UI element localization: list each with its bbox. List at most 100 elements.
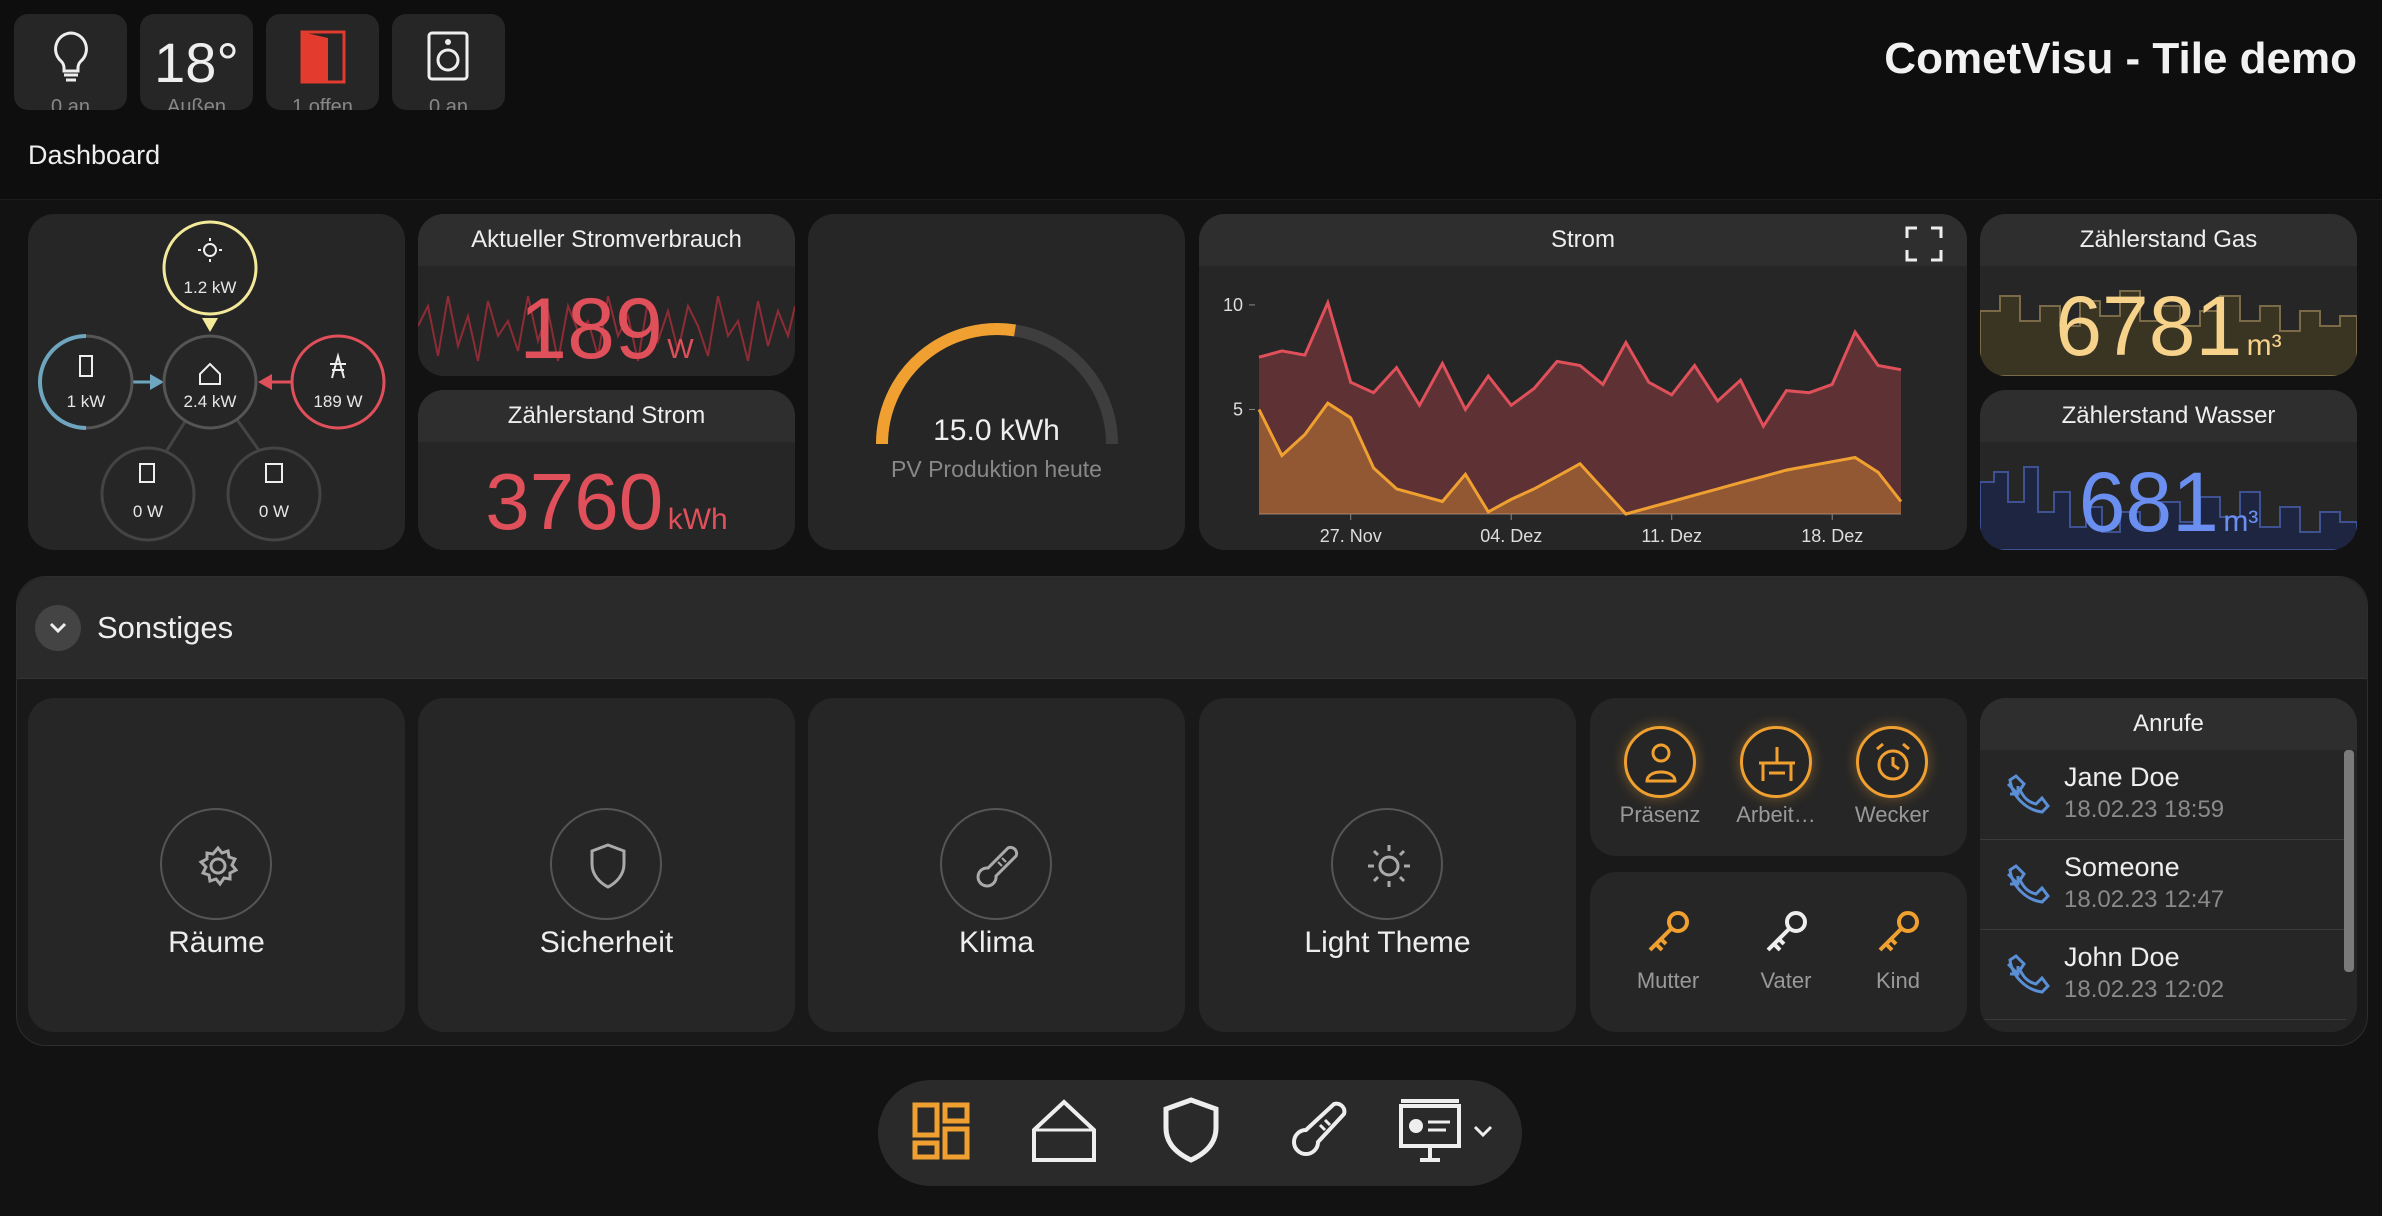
x-tick-label: 04. Dez [1480, 526, 1542, 546]
gear-icon [198, 845, 239, 887]
current-power-unit: W [667, 333, 694, 364]
meter-gas-title: Zählerstand Gas [1980, 214, 2357, 266]
calls-scrollbar[interactable] [2344, 750, 2354, 972]
chevron-down-icon [49, 622, 67, 634]
presence-button[interactable] [1624, 726, 1696, 798]
power-chart-title: Strom [1199, 214, 1967, 266]
pv-today-tile[interactable]: 15.0 kWh PV Produktion heute [808, 214, 1185, 550]
consumer-left-value: 0 W [132, 502, 164, 521]
y-tick-label: 5 [1233, 399, 1243, 419]
missed-call-icon [2006, 864, 2050, 904]
lights-count-label: 0 an [51, 96, 90, 110]
meter-water-title: Zählerstand Wasser [1980, 390, 2357, 442]
climate-button [940, 808, 1052, 920]
house-power-value: 2.4 kW [183, 392, 237, 411]
section-header[interactable]: Sonstiges [17, 577, 2367, 679]
light-theme-button [1331, 808, 1443, 920]
work-button[interactable] [1740, 726, 1812, 798]
battery-power-value: 1 kW [66, 392, 106, 411]
water-history [1980, 466, 2357, 550]
meter-power-unit: kWh [667, 503, 728, 536]
power-chart-tile[interactable]: Strom 5 10 27. Nov 04. Dez 11. Dez 18. Dez [1199, 214, 1967, 550]
security-tile[interactable]: Sicherheit [418, 698, 795, 1032]
thermometer-icon[interactable] [1288, 1098, 1350, 1160]
call-item[interactable]: Someone 18.02.23 12:47 [1980, 840, 2346, 930]
call-name: Jane Doe [2064, 762, 2180, 792]
missed-call-icon [2006, 954, 2050, 994]
pv-gauge [876, 322, 1118, 445]
outside-temperature-value: 18° [154, 31, 239, 94]
power-chart: 5 10 27. Nov 04. Dez 11. Dez 18. Dez [1223, 295, 1903, 546]
door-open-icon [300, 30, 346, 84]
meter-water-unit: m³ [2223, 505, 2259, 538]
calls-list[interactable]: Jane Doe 18.02.23 18:59 Someone 18.02.23… [1980, 750, 2346, 1032]
work-label: Arbeit… [1736, 802, 1816, 827]
pv-power-value: 1.2 kW [183, 278, 237, 297]
series-area [1259, 403, 1901, 514]
meter-gas-tile[interactable]: Zählerstand Gas 6781 m³ [1980, 214, 2357, 376]
consumer-right-value: 0 W [258, 502, 290, 521]
shield-icon [590, 843, 626, 889]
energy-flow-tile[interactable]: 1.2 kW 1 kW 2.4 kW 189 W 0 W 0 W [28, 214, 405, 550]
bottom-navigation [878, 1080, 1522, 1186]
key-child-icon[interactable] [1874, 910, 1922, 954]
sun-icon [198, 238, 222, 262]
meter-power-tile[interactable]: Zählerstand Strom 3760 kWh [418, 390, 795, 550]
pv-today-value: 15.0 kWh [933, 414, 1060, 447]
security-button [550, 808, 662, 920]
pv-gauge-fill [876, 322, 1016, 445]
speaker-icon [427, 31, 469, 81]
series-line [1258, 298, 1902, 430]
section-sonstiges: Sonstiges [16, 576, 2368, 1046]
outside-temperature-label: Außen [167, 96, 226, 110]
dashboard-icon[interactable] [912, 1102, 970, 1160]
power-pylon-icon [330, 352, 346, 379]
thermometer-icon [976, 845, 1019, 888]
section-title: Sonstiges [97, 610, 234, 645]
light-theme-label: Light Theme [1304, 926, 1471, 959]
alarm-label: Wecker [1854, 802, 1930, 827]
key-child-label: Kind [1875, 968, 1921, 993]
key-father-icon[interactable] [1762, 910, 1810, 954]
call-item[interactable]: Jane Doe 18.02.23 18:59 [1980, 750, 2346, 840]
meter-water-display: 681 m³ [1980, 454, 2357, 550]
climate-tile[interactable]: Klima [808, 698, 1185, 1032]
x-tick-label: 18. Dez [1801, 526, 1863, 546]
appliance-icon [139, 463, 155, 483]
car-charger-icon [265, 463, 283, 483]
current-power-display: 189 W [418, 280, 795, 376]
breadcrumb[interactable]: Dashboard [28, 140, 161, 170]
house-icon[interactable] [1030, 1096, 1098, 1164]
lights-status-button[interactable]: 0 an [14, 14, 127, 110]
call-item[interactable]: John Doe 18.02.23 12:02 [1980, 930, 2346, 1020]
bulb-icon [54, 31, 88, 82]
series-area [1259, 302, 1901, 514]
battery-icon [79, 355, 93, 377]
presentation-icon[interactable] [1398, 1098, 1462, 1164]
doors-open-label: 1 offen [292, 96, 353, 110]
fullscreen-icon[interactable] [1905, 226, 1943, 262]
desk-icon [1759, 747, 1795, 781]
shield-icon[interactable] [1162, 1096, 1220, 1164]
call-name: Someone [2064, 852, 2180, 882]
meter-power-title: Zählerstand Strom [418, 390, 795, 442]
current-power-value: 189 [519, 281, 663, 376]
key-mother-label: Mutter [1636, 968, 1700, 993]
missed-call-icon [2006, 774, 2050, 814]
outside-temperature-button[interactable]: 18° Außen [140, 14, 253, 110]
chevron-down-icon[interactable] [1472, 1124, 1494, 1140]
x-tick-label: 11. Dez [1641, 526, 1702, 546]
doors-status-button[interactable]: 1 offen [266, 14, 379, 110]
rooms-tile[interactable]: Räume [28, 698, 405, 1032]
meter-power-value: 3760 [485, 457, 664, 546]
calls-tile: Anrufe Jane Doe 18.02.23 18:59 Someone 1… [1980, 698, 2357, 1032]
energy-flow-diagram [38, 220, 386, 542]
meter-water-tile[interactable]: Zählerstand Wasser 681 m³ [1980, 390, 2357, 550]
speakers-status-button[interactable]: 0 an [392, 14, 505, 110]
x-tick-label: 27. Nov [1320, 526, 1382, 546]
collapse-button[interactable] [35, 605, 81, 651]
key-mother-icon[interactable] [1644, 910, 1692, 954]
alarm-button[interactable] [1856, 726, 1928, 798]
light-theme-tile[interactable]: Light Theme [1199, 698, 1576, 1032]
current-power-tile[interactable]: Aktueller Stromverbrauch 189 W [418, 214, 795, 376]
